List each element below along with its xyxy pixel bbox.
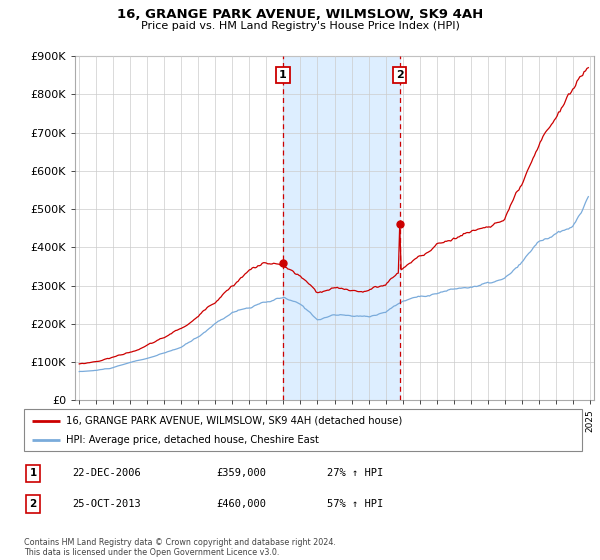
Text: 57% ↑ HPI: 57% ↑ HPI [327, 499, 383, 509]
Text: 16, GRANGE PARK AVENUE, WILMSLOW, SK9 4AH: 16, GRANGE PARK AVENUE, WILMSLOW, SK9 4A… [117, 8, 483, 21]
Text: £359,000: £359,000 [216, 468, 266, 478]
Text: 27% ↑ HPI: 27% ↑ HPI [327, 468, 383, 478]
Text: 2: 2 [29, 499, 37, 509]
Text: 1: 1 [29, 468, 37, 478]
Text: Price paid vs. HM Land Registry's House Price Index (HPI): Price paid vs. HM Land Registry's House … [140, 21, 460, 31]
Text: Contains HM Land Registry data © Crown copyright and database right 2024.
This d: Contains HM Land Registry data © Crown c… [24, 538, 336, 557]
Bar [283, 56, 400, 400]
Text: 22-DEC-2006: 22-DEC-2006 [72, 468, 141, 478]
Text: 2: 2 [395, 70, 403, 80]
Text: 16, GRANGE PARK AVENUE, WILMSLOW, SK9 4AH (detached house): 16, GRANGE PARK AVENUE, WILMSLOW, SK9 4A… [66, 416, 402, 426]
Text: 25-OCT-2013: 25-OCT-2013 [72, 499, 141, 509]
Text: 1: 1 [279, 70, 287, 80]
Text: £460,000: £460,000 [216, 499, 266, 509]
Text: HPI: Average price, detached house, Cheshire East: HPI: Average price, detached house, Ches… [66, 435, 319, 445]
